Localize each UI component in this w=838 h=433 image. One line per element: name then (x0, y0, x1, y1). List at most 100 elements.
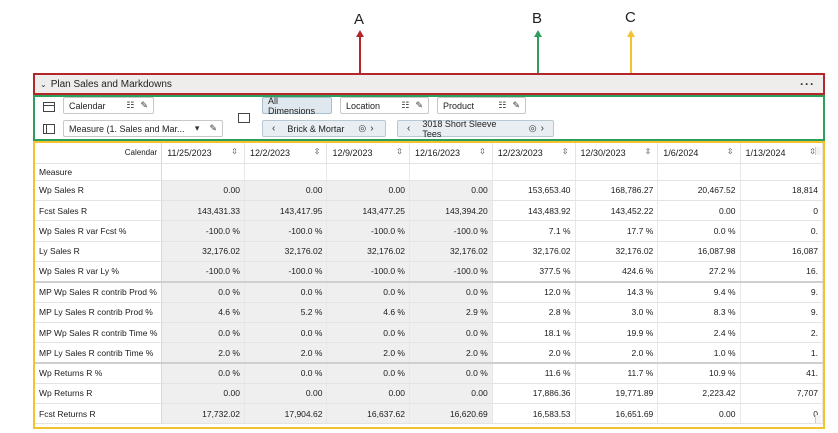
table-cell[interactable]: 0.0 % (326, 322, 410, 344)
table-cell[interactable]: 41. (740, 361, 823, 384)
table-cell[interactable]: 2.0 % (161, 342, 245, 364)
all-dimensions-button[interactable]: All Dimensions (262, 96, 332, 116)
table-cell[interactable]: 7.1 % (492, 220, 576, 242)
column-layout-icon[interactable] (43, 124, 55, 134)
table-cell[interactable]: 20,467.52 (657, 180, 741, 202)
sort-icon[interactable]: ⇳ (644, 147, 652, 156)
table-cell[interactable]: 0.0 % (409, 280, 493, 303)
table-cell[interactable]: 16,651.69 (575, 403, 659, 425)
table-cell[interactable]: 17,886.36 (492, 383, 576, 405)
table-cell[interactable]: 143,431.33 (161, 200, 245, 222)
target-icon[interactable]: ◎ (528, 123, 537, 133)
table-cell[interactable]: 0.00 (326, 383, 410, 405)
table-cell[interactable]: 16,087 (740, 241, 823, 262)
product-dimension-chip[interactable]: Product ☷ ✎ (437, 97, 526, 114)
chevron-down-icon[interactable]: ⌄ (40, 79, 47, 89)
table-cell[interactable]: 4.6 % (326, 302, 410, 323)
table-cell[interactable]: -100.0 % (326, 220, 410, 242)
table-cell[interactable]: 143,452.22 (575, 200, 659, 222)
sort-icon[interactable]: ⇳ (561, 147, 569, 156)
table-cell[interactable]: 0.00 (657, 403, 741, 425)
table-cell[interactable]: -100.0 % (409, 220, 493, 242)
edit-icon[interactable]: ✎ (415, 100, 423, 110)
sort-icon[interactable]: ⇳ (726, 147, 734, 156)
table-cell[interactable]: 17.7 % (575, 220, 659, 242)
table-cell[interactable]: 2.4 % (657, 322, 741, 344)
table-cell[interactable]: 2.9 % (409, 302, 493, 323)
location-filter-chip[interactable]: ‹ Brick & Mortar ◎ › (262, 120, 386, 137)
table-cell[interactable]: 168,786.27 (575, 180, 659, 202)
sort-icon[interactable]: ⇳ (313, 147, 321, 156)
previous-product-icon[interactable]: ‹ (407, 123, 411, 134)
edit-icon[interactable]: ✎ (140, 100, 148, 110)
pivot-layout-icon[interactable] (238, 113, 250, 123)
table-cell[interactable]: 0.0 % (244, 280, 328, 303)
table-cell[interactable]: 14.3 % (575, 280, 659, 303)
dropdown-caret-icon[interactable]: ▾ (194, 123, 200, 133)
table-cell[interactable]: 143,477.25 (326, 200, 410, 222)
table-cell[interactable]: 0.00 (409, 383, 493, 405)
table-cell[interactable]: 2.0 % (575, 342, 659, 364)
column-header[interactable]: 12/16/2023 ⇳ (409, 143, 493, 164)
column-header[interactable]: 11/25/2023 ⇳ (161, 143, 245, 164)
table-cell[interactable]: 0.0 % (326, 280, 410, 303)
table-cell[interactable]: 1.0 % (657, 342, 741, 364)
table-cell[interactable]: 0.00 (326, 180, 410, 202)
table-cell[interactable]: 12.0 % (492, 280, 576, 303)
table-cell[interactable]: 32,176.02 (326, 241, 410, 262)
table-cell[interactable]: 0.00 (244, 383, 328, 405)
previous-location-icon[interactable]: ‹ (272, 123, 276, 134)
table-cell[interactable]: 16. (740, 261, 823, 283)
table-cell[interactable]: 16,583.53 (492, 403, 576, 425)
edit-icon[interactable]: ✎ (512, 100, 520, 110)
hierarchy-icon[interactable]: ☷ (498, 100, 507, 110)
more-options-icon[interactable]: ··· (800, 77, 815, 91)
table-cell[interactable]: 0.0 % (161, 280, 245, 303)
hierarchy-icon[interactable]: ☷ (401, 100, 410, 110)
table-cell[interactable]: -100.0 % (244, 220, 328, 242)
table-cell[interactable]: 3.0 % (575, 302, 659, 323)
table-cell[interactable]: 10.9 % (657, 361, 741, 384)
table-cell[interactable]: 32,176.02 (575, 241, 659, 262)
table-cell[interactable]: 143,417.95 (244, 200, 328, 222)
table-cell[interactable]: 5.2 % (244, 302, 328, 323)
table-cell[interactable]: 143,483.92 (492, 200, 576, 222)
table-cell[interactable]: 9. (740, 302, 823, 323)
column-header[interactable]: 12/30/2023 ⇳ (575, 143, 659, 164)
table-cell[interactable]: 0.0 % (657, 220, 741, 242)
table-cell[interactable]: 2.0 % (409, 342, 493, 364)
next-product-icon[interactable]: › (540, 123, 544, 134)
table-cell[interactable]: 0 (740, 200, 823, 222)
table-cell[interactable]: 0.0 % (161, 361, 245, 384)
hierarchy-icon[interactable]: ☷ (126, 100, 135, 110)
location-dimension-chip[interactable]: Location ☷ ✎ (340, 97, 429, 114)
table-cell[interactable]: -100.0 % (244, 261, 328, 283)
table-cell[interactable]: 18.1 % (492, 322, 576, 344)
table-cell[interactable]: 0.0 % (161, 322, 245, 344)
column-header[interactable]: 1/6/2024 ⇳ (657, 143, 741, 164)
table-cell[interactable]: 16,637.62 (326, 403, 410, 425)
table-cell[interactable]: 2.0 % (492, 342, 576, 364)
table-cell[interactable]: -100.0 % (161, 220, 245, 242)
table-cell[interactable]: 0.0 % (244, 322, 328, 344)
table-cell[interactable]: 0.00 (244, 180, 328, 202)
scroll-up-button[interactable] (815, 147, 821, 155)
table-cell[interactable]: 0. (740, 220, 823, 242)
table-cell[interactable]: 32,176.02 (409, 241, 493, 262)
table-cell[interactable]: 2.0 % (244, 342, 328, 364)
table-cell[interactable]: -100.0 % (326, 261, 410, 283)
table-cell[interactable]: -100.0 % (161, 261, 245, 283)
table-cell[interactable]: 2.8 % (492, 302, 576, 323)
table-cell[interactable]: 19.9 % (575, 322, 659, 344)
sort-icon[interactable]: ⇳ (231, 147, 238, 156)
table-cell[interactable]: 0.00 (161, 383, 245, 405)
table-cell[interactable]: 377.5 % (492, 261, 576, 283)
table-cell[interactable]: 17,904.62 (244, 403, 328, 425)
table-cell[interactable]: 7,707 (740, 383, 823, 405)
table-cell[interactable]: 17,732.02 (161, 403, 245, 425)
table-cell[interactable]: 27.2 % (657, 261, 741, 283)
target-icon[interactable]: ◎ (358, 123, 367, 133)
table-cell[interactable]: 2. (740, 322, 823, 344)
table-cell[interactable]: 9. (740, 280, 823, 303)
table-cell[interactable]: 1. (740, 342, 823, 364)
